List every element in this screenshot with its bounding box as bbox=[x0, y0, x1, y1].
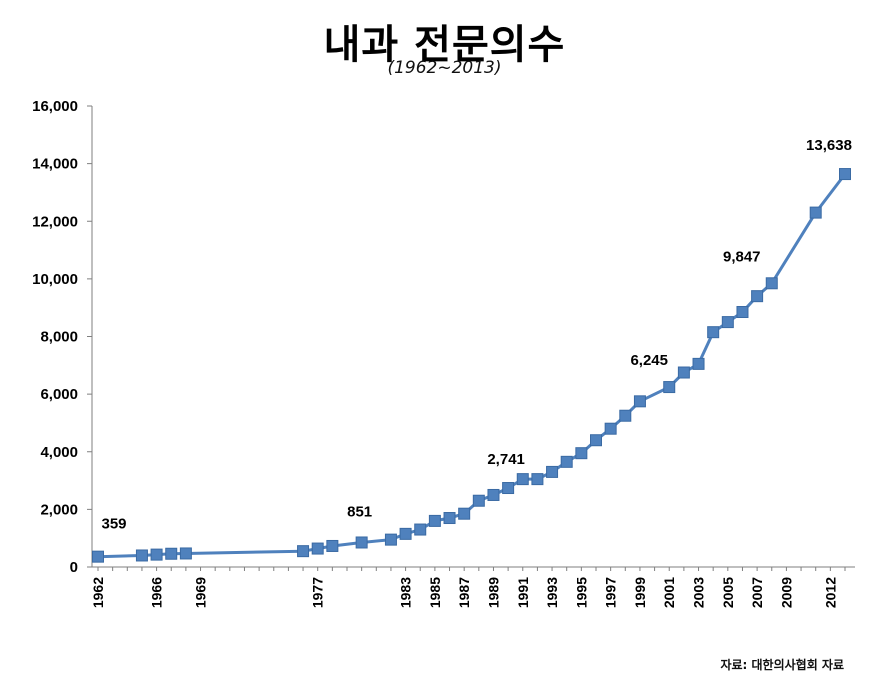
data-point bbox=[707, 326, 720, 339]
x-tick-label: 2005 bbox=[720, 577, 736, 608]
data-point bbox=[575, 447, 588, 460]
x-tick-label: 1983 bbox=[398, 577, 414, 608]
data-point bbox=[663, 381, 676, 394]
data-point bbox=[428, 514, 441, 527]
y-tick-label: 16,000 bbox=[32, 98, 78, 115]
data-point bbox=[590, 434, 602, 447]
data-point bbox=[355, 536, 368, 549]
data-point bbox=[604, 422, 617, 435]
x-tick-label: 1989 bbox=[485, 577, 501, 608]
x-tick-label: 1999 bbox=[632, 577, 648, 608]
source-note: 자료: 대한의사협회 자료 bbox=[720, 658, 844, 672]
x-tick-label: 1997 bbox=[603, 577, 619, 608]
x-tick-label: 1969 bbox=[193, 577, 209, 608]
x-tick-label: 1985 bbox=[427, 577, 443, 608]
x-tick-label: 1966 bbox=[149, 577, 165, 608]
data-point bbox=[809, 206, 822, 219]
data-point bbox=[692, 357, 705, 370]
y-tick-label: 4,000 bbox=[40, 444, 78, 461]
y-tick-label: 8,000 bbox=[40, 329, 78, 346]
series-group bbox=[92, 168, 851, 563]
data-label: 851 bbox=[347, 503, 372, 520]
y-tick-label: 14,000 bbox=[32, 156, 78, 173]
data-point bbox=[384, 533, 397, 546]
data-point bbox=[560, 455, 573, 468]
data-point bbox=[839, 168, 851, 181]
data-point bbox=[311, 542, 324, 555]
data-point bbox=[458, 507, 471, 520]
x-axis-ticks: 1962 1966 1969 1977 1983 1985 1987 1989 1991 1993… bbox=[90, 567, 846, 608]
data-label: 6,245 bbox=[630, 352, 668, 369]
y-tick-label: 12,000 bbox=[32, 213, 78, 230]
series-line bbox=[97, 173, 847, 559]
data-point bbox=[135, 549, 148, 562]
data-point bbox=[179, 547, 192, 560]
data-point bbox=[472, 494, 485, 507]
x-tick-label: 1977 bbox=[310, 577, 326, 608]
y-axis-ticks: 0 2,000 4,000 6,000 8,000 10,000 12,000 14,000 1… bbox=[32, 98, 92, 576]
data-label: 2,741 bbox=[487, 451, 525, 468]
x-tick-label: 1987 bbox=[456, 577, 472, 608]
y-tick-label: 0 bbox=[70, 559, 78, 576]
data-point bbox=[487, 488, 500, 501]
data-point bbox=[546, 465, 559, 478]
data-point bbox=[399, 527, 412, 540]
data-point bbox=[677, 366, 690, 379]
data-point bbox=[502, 482, 515, 495]
data-point bbox=[297, 545, 310, 558]
x-tick-label: 2001 bbox=[661, 577, 677, 608]
data-point bbox=[531, 473, 544, 486]
data-point bbox=[721, 316, 734, 329]
data-point bbox=[516, 473, 529, 486]
x-tick-label: 1962 bbox=[90, 577, 106, 608]
data-label: 13,638 bbox=[806, 137, 852, 154]
x-tick-label: 1995 bbox=[573, 577, 589, 608]
data-point bbox=[92, 550, 104, 563]
data-point bbox=[765, 277, 778, 290]
x-tick-label: 2009 bbox=[778, 577, 794, 608]
y-tick-label: 10,000 bbox=[32, 271, 78, 288]
data-point bbox=[619, 409, 632, 422]
chart-title: 내과 전문의수 bbox=[323, 22, 566, 68]
data-labels: 359 851 2,741 6,245 9,847 13,638 bbox=[101, 137, 851, 533]
y-tick-label: 6,000 bbox=[40, 386, 78, 403]
x-tick-label: 2007 bbox=[749, 577, 765, 608]
chart-subtitle: (1962~2013) bbox=[387, 58, 502, 78]
data-label: 359 bbox=[101, 516, 126, 533]
x-tick-label: 2003 bbox=[691, 577, 707, 608]
data-point bbox=[414, 523, 427, 536]
y-tick-label: 2,000 bbox=[40, 501, 78, 518]
data-point bbox=[751, 290, 764, 303]
x-tick-label: 2012 bbox=[822, 577, 838, 608]
data-point bbox=[736, 306, 749, 319]
data-label: 9,847 bbox=[723, 248, 761, 265]
data-point bbox=[150, 548, 163, 561]
x-tick-label: 1993 bbox=[544, 577, 560, 608]
data-point bbox=[443, 512, 456, 525]
x-tick-label: 1991 bbox=[515, 577, 531, 608]
data-point bbox=[633, 395, 646, 408]
data-point bbox=[326, 539, 339, 552]
data-point bbox=[165, 547, 178, 560]
